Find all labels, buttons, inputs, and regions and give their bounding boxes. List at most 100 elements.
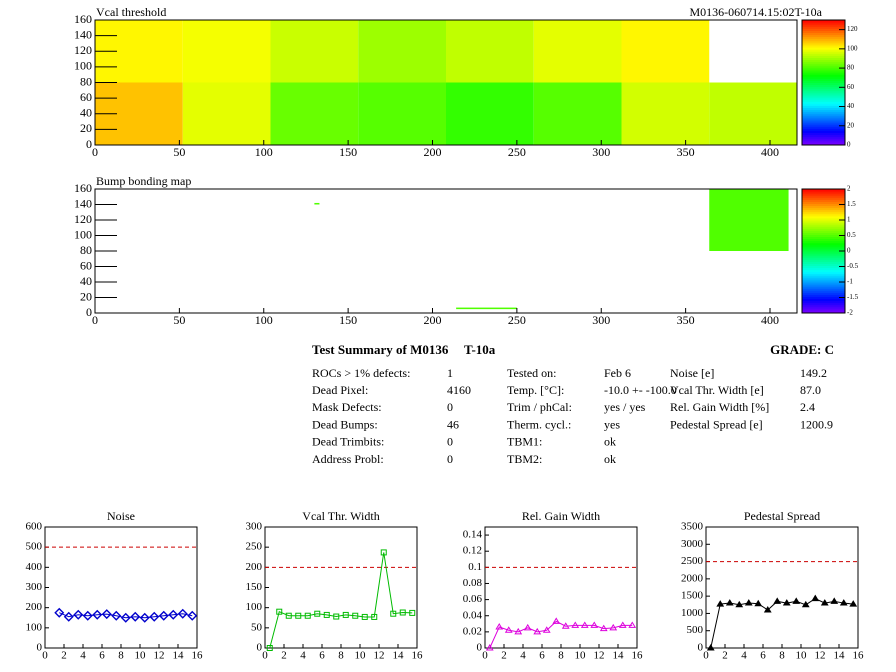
x-tick-label: 300 [592,313,610,327]
color-bar-step [802,292,845,295]
marker [580,621,589,628]
color-bar-step [802,103,845,106]
x-tick-label: 10 [355,650,367,662]
color-bar-step [802,261,845,264]
y-tick-label: 500 [687,624,704,636]
color-bar-step [802,22,845,25]
y-tick-label: 2500 [681,555,704,567]
color-bar-step [802,57,845,61]
color-bar-step [802,55,845,58]
color-bar-step [802,128,845,131]
color-bar-step [802,304,845,308]
y-tick-label: 0 [86,137,92,151]
x-tick-label: 14 [834,650,846,662]
summary-value: 1 [447,366,453,380]
color-bar-step [802,124,845,127]
color-bar-step [802,115,845,119]
x-tick-label: 0 [482,650,488,662]
color-bar-step [802,201,845,204]
chart-title: Bump bonding map [96,174,191,188]
summary-value: ok [604,452,616,466]
marker [811,594,820,602]
marker [399,609,406,616]
color-bar-step [802,105,845,108]
color-bar-step [802,82,845,86]
color-bar-step [802,226,845,229]
summary-label: Tested on: [507,366,556,380]
x-tick-label: 14 [613,650,625,662]
color-bar-step [802,306,845,310]
color-bar-step [802,193,845,196]
y-tick-label: 60 [80,258,92,272]
marker [168,609,179,620]
color-bar-step [802,267,845,271]
color-bar-step [802,275,845,279]
x-tick-label: 4 [520,650,526,662]
y-tick-label: 40 [80,274,92,288]
marker [599,624,608,632]
chart-title: Vcal Thr. Width [302,509,379,523]
color-bar-label: 0.5 [847,231,856,239]
heatmap-cell [358,82,446,145]
marker [485,644,494,651]
heatmap-cell [182,20,271,83]
color-bar-step [802,76,845,79]
marker [590,621,599,628]
x-tick-label: 4 [300,650,306,662]
color-bar-step [802,99,845,102]
color-bar-step [802,255,845,258]
color-bar-step [802,222,845,225]
marker [276,608,283,615]
color-bar-step [802,290,845,293]
heatmap-cell [446,20,534,83]
marker [285,612,292,619]
summary-label: TBM2: [507,452,542,466]
summary-value: 2.4 [800,400,815,414]
color-bar-step [802,47,845,50]
color-bar-step [802,49,845,52]
marker [735,600,744,608]
marker [139,612,150,623]
color-bar-step [802,271,845,275]
color-bar-step [802,244,845,248]
color-bar-step [802,259,845,262]
summary-label: Noise [e] [670,366,714,380]
x-tick-label: 100 [255,145,273,159]
color-bar-label: 100 [847,44,858,52]
color-bar-step [802,257,845,260]
marker [361,613,368,620]
color-bar-step [802,215,845,219]
color-bar-step [802,24,845,27]
marker [628,621,637,628]
color-bar-step [802,234,845,238]
x-tick-label: 0 [42,650,48,662]
heatmap-cell [446,82,534,145]
y-tick-label: 60 [80,90,92,104]
x-tick-label: 2 [61,650,67,662]
marker [380,549,387,556]
color-bar-step [802,273,845,277]
color-bar-step [802,45,845,48]
x-tick-label: 16 [632,650,644,662]
color-bar-label: 0 [847,247,851,255]
color-bar-step [802,220,845,223]
color-bar-step [802,42,845,46]
color-bar-label: 20 [847,121,855,129]
color-bar-step [802,308,845,312]
color-bar-step [802,238,845,242]
color-bar-step [802,197,845,200]
color-bar-step [802,248,845,252]
color-bar-step [802,279,845,283]
color-bar-label: 1.5 [847,200,856,208]
summary-label: Temp. [°C]: [507,383,564,397]
heatmap-cell [456,307,517,310]
color-bar-step [802,217,845,221]
y-tick-label: 200 [26,601,43,613]
x-tick-label: 0 [92,145,98,159]
marker [304,612,311,619]
color-bar-step [802,117,845,121]
marker [716,600,725,607]
summary-label: Vcal Thr. Width [e] [670,383,764,397]
color-bar-step [802,288,845,291]
